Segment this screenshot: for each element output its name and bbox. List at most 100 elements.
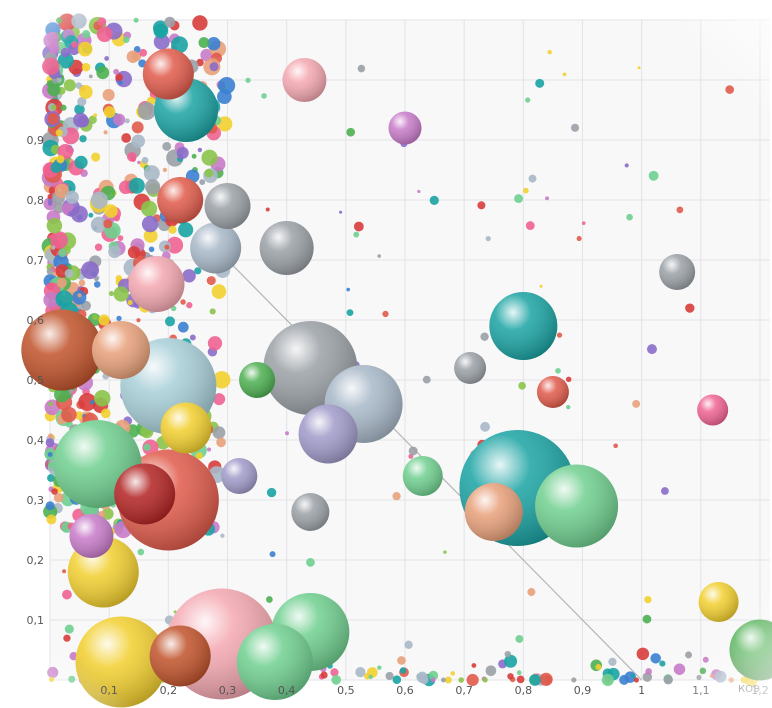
small-bubble (46, 267, 54, 275)
small-bubble (740, 676, 748, 684)
small-bubble (571, 677, 577, 683)
bubble-highlight (157, 177, 204, 223)
bubble (298, 404, 358, 464)
small-bubble (547, 49, 552, 55)
small-bubble (422, 375, 431, 384)
small-bubble (346, 287, 351, 292)
small-bubble (126, 50, 140, 63)
bubble (536, 376, 569, 408)
bubble-highlight (535, 464, 619, 548)
small-bubble (91, 152, 101, 162)
small-bubble (539, 672, 553, 686)
small-bubble (148, 246, 155, 253)
small-bubble (141, 200, 158, 217)
small-bubble (702, 656, 709, 663)
y-tick-label: 0,7 (27, 254, 45, 267)
small-bubble (50, 162, 62, 173)
small-bubble (265, 207, 270, 212)
y-tick-label: 0,6 (27, 314, 45, 327)
small-bubble (201, 149, 218, 166)
small-bubble (515, 634, 524, 643)
bubble-highlight (204, 183, 251, 229)
small-bubble (62, 589, 72, 600)
small-bubble (608, 657, 617, 666)
small-bubble (631, 673, 636, 679)
x-tick-label: 0,9 (574, 684, 592, 697)
small-bubble (676, 206, 684, 214)
small-bubble (127, 300, 133, 306)
small-bubble (637, 66, 641, 70)
small-bubble (633, 677, 639, 683)
small-bubble (650, 653, 661, 664)
small-bubble (566, 404, 571, 410)
small-bubble (392, 492, 401, 501)
small-bubble (56, 155, 65, 164)
small-bubble (392, 675, 402, 684)
small-bubble (63, 634, 71, 642)
small-bubble (619, 674, 630, 685)
bubble-highlight (697, 394, 729, 426)
small-bubble (632, 399, 641, 408)
small-bubble (61, 406, 77, 423)
small-bubble (659, 660, 666, 667)
small-bubble (189, 334, 196, 341)
bubble-highlight (236, 624, 313, 700)
small-bubble (204, 168, 214, 178)
small-bubble (46, 80, 54, 88)
small-bubble (382, 310, 389, 318)
bubble (149, 625, 211, 687)
bubble-highlight (291, 493, 330, 531)
small-bubble (88, 212, 94, 218)
small-bubble (636, 647, 650, 661)
small-bubble (212, 426, 226, 440)
small-bubble (136, 318, 141, 323)
bubble-highlight (464, 483, 523, 541)
small-bubble (269, 551, 276, 558)
small-bubble (128, 177, 145, 194)
small-bubble (116, 315, 122, 321)
small-bubble (46, 514, 57, 525)
bubble (535, 464, 619, 548)
bubble (464, 483, 523, 541)
small-bubble (191, 153, 197, 159)
small-bubble (528, 174, 537, 183)
small-bubble (186, 302, 193, 309)
small-bubble (81, 30, 91, 39)
small-bubble (220, 533, 225, 538)
small-bubble (92, 314, 99, 321)
bubble (282, 58, 327, 102)
small-bubble (55, 290, 73, 308)
bubble (239, 362, 276, 398)
small-bubble (182, 269, 196, 283)
small-bubble (368, 674, 373, 680)
small-bubble (527, 588, 536, 597)
small-bubble (48, 401, 53, 407)
bubble-highlight (142, 48, 194, 100)
small-bubble (385, 671, 394, 681)
bubble (160, 402, 212, 454)
small-bubble (45, 501, 55, 511)
small-bubble (595, 663, 602, 670)
small-bubble (65, 190, 79, 205)
small-bubble (562, 72, 567, 77)
small-bubble (127, 152, 137, 162)
small-bubble (266, 596, 273, 603)
small-bubble (71, 13, 87, 29)
small-bubble (209, 62, 219, 72)
bubble-highlight (128, 256, 185, 312)
bubble-highlight (282, 58, 327, 102)
bubble (204, 183, 251, 229)
small-bubble (133, 17, 139, 23)
small-bubble (47, 193, 53, 199)
small-bubble (216, 437, 226, 448)
small-bubble (96, 26, 113, 42)
small-bubble (477, 201, 486, 210)
x-tick-label: 0,5 (337, 684, 355, 697)
small-bubble (516, 675, 525, 684)
small-bubble (429, 195, 439, 206)
small-bubble (104, 204, 118, 218)
small-bubble (141, 156, 149, 164)
bubble (454, 352, 487, 384)
bubble-highlight (536, 376, 569, 408)
